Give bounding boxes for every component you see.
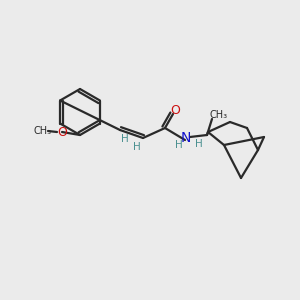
Text: CH₃: CH₃	[210, 110, 228, 120]
Text: O: O	[57, 125, 67, 139]
Text: N: N	[181, 131, 191, 145]
Text: H: H	[195, 139, 203, 149]
Text: O: O	[170, 103, 180, 116]
Text: H: H	[121, 134, 129, 144]
Text: CH₃: CH₃	[34, 126, 52, 136]
Text: H: H	[133, 142, 141, 152]
Text: H: H	[175, 140, 183, 150]
